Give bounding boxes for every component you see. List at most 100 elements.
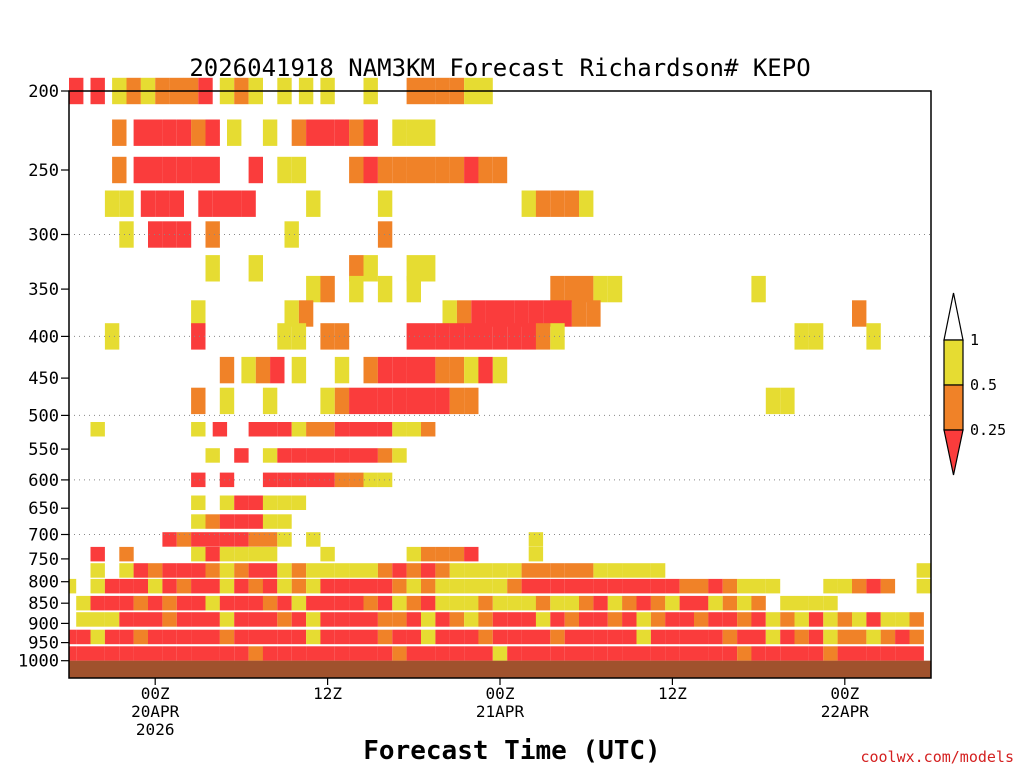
heatmap-cell bbox=[593, 595, 608, 611]
heatmap-cell bbox=[550, 646, 565, 661]
heatmap-cell bbox=[191, 563, 206, 578]
heatmap-cell bbox=[665, 646, 680, 661]
heatmap-cell bbox=[492, 646, 508, 661]
heatmap-cell bbox=[262, 514, 278, 529]
heatmap-cell bbox=[464, 612, 479, 627]
heatmap-cell bbox=[234, 495, 249, 510]
ground-layer bbox=[69, 660, 931, 678]
heatmap-cell bbox=[219, 578, 235, 594]
heatmap-cell bbox=[895, 612, 910, 627]
heatmap-cell bbox=[176, 563, 192, 578]
heatmap-cell bbox=[571, 300, 587, 327]
heatmap-cell bbox=[262, 629, 278, 645]
heatmap-cell bbox=[248, 546, 263, 562]
heatmap-cell bbox=[636, 563, 651, 578]
heatmap-cell bbox=[334, 595, 350, 611]
heatmap-cell bbox=[306, 472, 321, 488]
heatmap-cell bbox=[234, 629, 249, 645]
heatmap-cell bbox=[191, 422, 206, 437]
heatmap-cell bbox=[823, 629, 838, 645]
heatmap-cell bbox=[162, 119, 177, 146]
heatmap-cell bbox=[320, 563, 335, 578]
x-tick-label: 21APR bbox=[476, 702, 525, 721]
heatmap-cell bbox=[291, 578, 307, 594]
heatmap-cell bbox=[176, 156, 192, 184]
heatmap-cell bbox=[377, 629, 393, 645]
heatmap-cell bbox=[291, 472, 307, 488]
heatmap-cell bbox=[133, 646, 148, 661]
heatmap-cell bbox=[69, 629, 77, 645]
heatmap-cell bbox=[377, 356, 393, 384]
x-tick-label: 12Z bbox=[658, 684, 687, 703]
heatmap-cell bbox=[435, 387, 450, 415]
heatmap-cell bbox=[708, 612, 723, 627]
heatmap-cell bbox=[219, 472, 235, 488]
heatmap-cell bbox=[191, 532, 206, 547]
heatmap-cell bbox=[543, 300, 558, 327]
heatmap-cell bbox=[622, 646, 637, 661]
heatmap-cell bbox=[550, 323, 565, 350]
heatmap-cell bbox=[148, 629, 163, 645]
heatmap-cell bbox=[176, 119, 192, 146]
y-tick-label: 300 bbox=[28, 226, 59, 246]
heatmap-cell bbox=[248, 629, 263, 645]
heatmap-cell bbox=[334, 422, 350, 437]
heatmap-cell bbox=[148, 578, 163, 594]
heatmap-cell bbox=[636, 646, 651, 661]
heatmap-cell bbox=[456, 300, 472, 327]
heatmap-cell bbox=[306, 563, 321, 578]
heatmap-cell bbox=[492, 323, 508, 350]
heatmap-cell bbox=[837, 578, 852, 594]
heatmap-cell bbox=[406, 323, 421, 350]
heatmap-cell bbox=[104, 646, 120, 661]
heatmap-cell bbox=[722, 646, 738, 661]
heatmap-cell bbox=[808, 323, 824, 350]
heatmap-cell bbox=[406, 546, 421, 562]
heatmap-cell bbox=[377, 156, 393, 184]
heatmap-cell bbox=[737, 629, 752, 645]
heatmap-cell bbox=[320, 595, 335, 611]
heatmap-cell bbox=[205, 119, 220, 146]
heatmap-cell bbox=[349, 422, 364, 437]
heatmap-cell bbox=[478, 578, 493, 594]
heatmap-cell bbox=[435, 323, 450, 350]
heatmap-cell bbox=[579, 190, 594, 217]
heatmap-cell bbox=[535, 646, 551, 661]
heatmap-cell bbox=[421, 323, 436, 350]
heatmap-cell bbox=[219, 532, 235, 547]
heatmap-cell bbox=[320, 646, 335, 661]
legend-swatch-lt025 bbox=[943, 429, 964, 476]
heatmap-cell bbox=[148, 612, 163, 627]
heatmap-cell bbox=[291, 119, 307, 146]
heatmap-cell bbox=[916, 563, 931, 578]
heatmap-cell bbox=[262, 387, 278, 415]
heatmap-cell bbox=[765, 387, 781, 415]
heatmap-cell bbox=[650, 578, 666, 594]
heatmap-cell bbox=[133, 156, 148, 184]
heatmap-cell bbox=[234, 563, 249, 578]
heatmap-cell bbox=[320, 578, 335, 594]
heatmap-cell bbox=[916, 578, 931, 594]
heatmap-cell bbox=[234, 546, 249, 562]
heatmap-cell bbox=[291, 646, 307, 661]
heatmap-cell bbox=[852, 300, 867, 327]
heatmap-cell bbox=[119, 546, 134, 562]
heatmap-cell bbox=[392, 629, 407, 645]
y-tick-label: 400 bbox=[28, 327, 59, 347]
heatmap-cell bbox=[377, 563, 393, 578]
heatmap-cell bbox=[392, 156, 407, 184]
heatmap-cell bbox=[406, 612, 421, 627]
heatmap-cell bbox=[421, 387, 436, 415]
heatmap-cell bbox=[262, 563, 278, 578]
heatmap-cell bbox=[406, 578, 421, 594]
heatmap-cell bbox=[478, 595, 493, 611]
heatmap-cell bbox=[205, 156, 220, 184]
heatmap-cell bbox=[722, 612, 738, 627]
heatmap-cell bbox=[334, 119, 350, 146]
heatmap-cell bbox=[421, 356, 436, 384]
heatmap-cell bbox=[191, 495, 206, 510]
heatmap-cell bbox=[148, 119, 163, 146]
heatmap-cell bbox=[248, 578, 263, 594]
heatmap-cell bbox=[421, 578, 436, 594]
heatmap-cell bbox=[765, 578, 781, 594]
